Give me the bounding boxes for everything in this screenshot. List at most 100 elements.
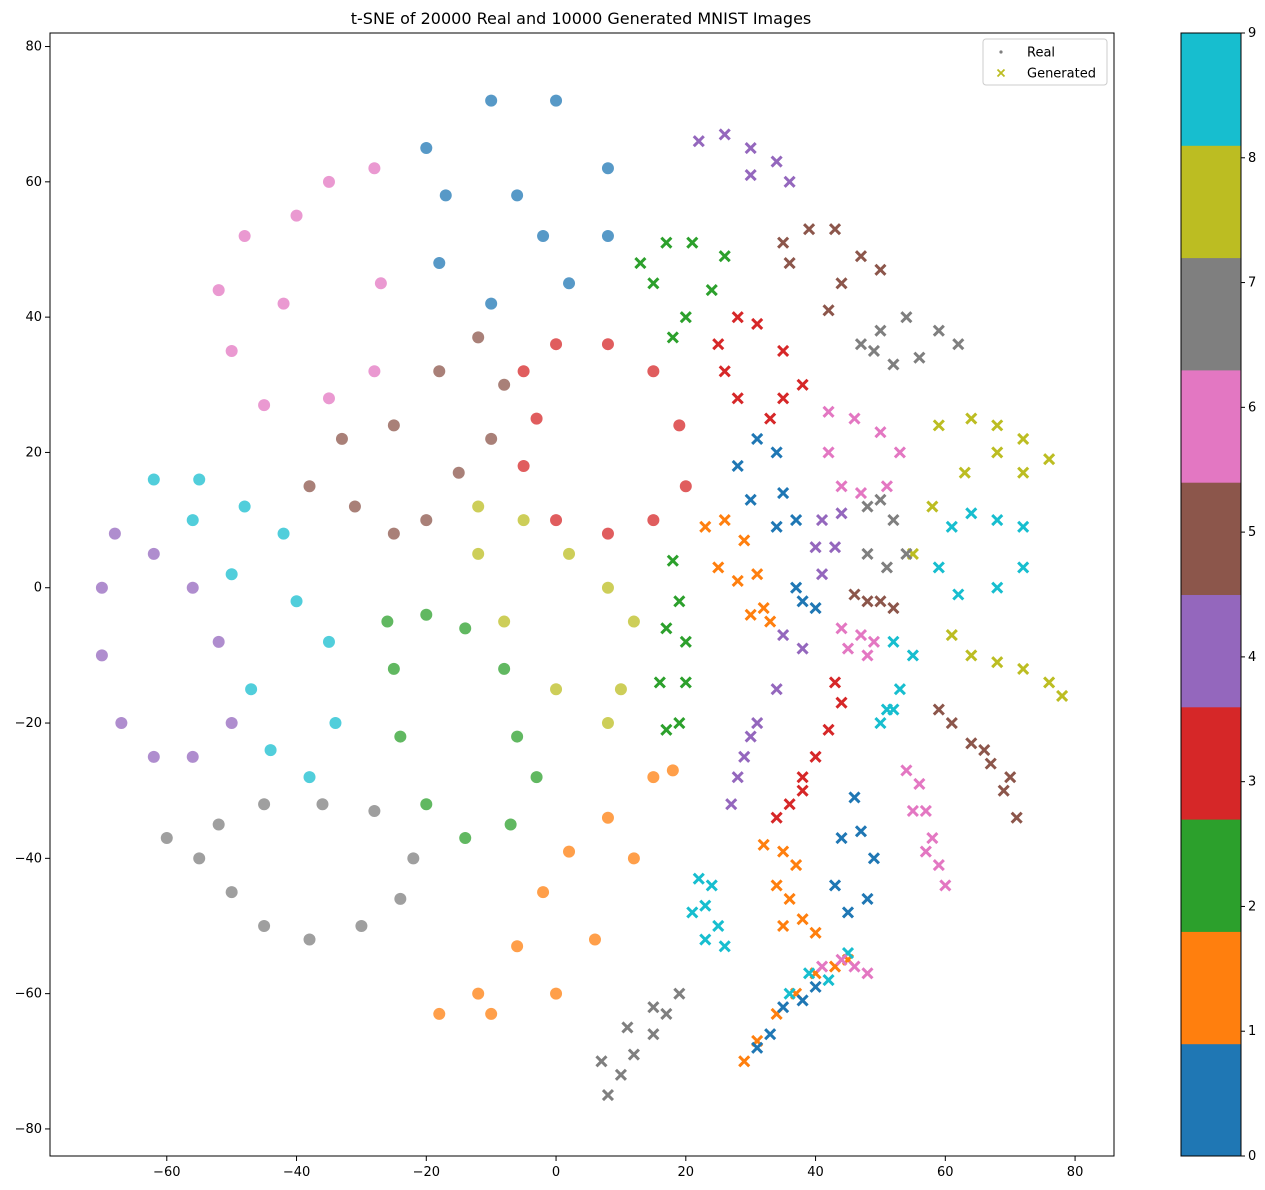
- generated-point: [796, 771, 809, 784]
- generated-point: [822, 405, 835, 418]
- real-point: [420, 608, 433, 621]
- generated-point: [939, 879, 952, 892]
- y-tick-label: 20: [25, 445, 42, 460]
- generated-point: [731, 459, 744, 473]
- generated-point: [783, 256, 796, 270]
- generated-point: [718, 250, 731, 263]
- generated-point: [926, 500, 939, 513]
- generated-point: [796, 913, 809, 926]
- generated-point: [867, 344, 881, 358]
- generated-point: [718, 365, 731, 378]
- real-point: [433, 257, 446, 270]
- generated-point: [887, 635, 900, 648]
- generated-point: [887, 601, 900, 615]
- real-point: [498, 378, 511, 391]
- real-point: [550, 94, 563, 107]
- real-point: [368, 162, 381, 175]
- real-point: [550, 338, 563, 351]
- generated-point: [660, 236, 673, 249]
- generated-point: [854, 486, 868, 500]
- generated-point: [880, 480, 893, 493]
- generated-point: [835, 953, 848, 966]
- generated-point: [874, 595, 887, 608]
- generated-point: [705, 879, 718, 892]
- y-tick-label: −60: [15, 987, 42, 1002]
- real-point: [212, 818, 225, 831]
- series-real: [95, 94, 692, 1020]
- real-point: [387, 527, 400, 540]
- generated-point: [744, 730, 757, 743]
- real-point: [238, 500, 251, 513]
- generated-point: [848, 588, 861, 601]
- generated-point: [1056, 689, 1069, 703]
- generated-point: [757, 601, 770, 615]
- generated-point: [991, 514, 1004, 527]
- generated-point: [874, 324, 887, 337]
- generated-point: [854, 629, 868, 642]
- generated-point: [770, 446, 783, 459]
- real-point: [95, 581, 108, 594]
- colorbar-tick-label: 1: [1248, 1024, 1256, 1039]
- generated-point: [692, 135, 705, 148]
- real-point: [368, 365, 381, 378]
- generated-point: [796, 595, 809, 608]
- real-point: [264, 744, 277, 757]
- x-tick-label: 0: [552, 1165, 560, 1180]
- generated-point: [731, 392, 744, 405]
- real-point: [563, 277, 576, 290]
- real-point: [394, 730, 407, 743]
- real-point: [498, 615, 511, 628]
- legend-marker-generated: [996, 68, 1006, 78]
- generated-point: [965, 649, 978, 662]
- generated-point: [673, 987, 686, 1000]
- colorbar-tick-label: 3: [1248, 775, 1256, 790]
- generated-point: [712, 561, 725, 574]
- generated-point: [1017, 520, 1030, 533]
- x-tick-label: 80: [1067, 1165, 1084, 1180]
- generated-point: [751, 568, 764, 581]
- generated-point: [712, 338, 725, 351]
- real-point: [245, 683, 258, 696]
- real-point: [420, 798, 433, 811]
- generated-point: [874, 493, 887, 506]
- generated-point: [770, 811, 783, 824]
- generated-point: [783, 798, 796, 811]
- legend-label: Real: [1027, 46, 1055, 61]
- colorbar-segment: [1181, 1043, 1241, 1157]
- generated-point: [660, 723, 673, 736]
- real-point: [258, 399, 271, 412]
- chart-title: t-SNE of 20000 Real and 10000 Generated …: [351, 9, 812, 28]
- real-point: [277, 527, 290, 540]
- generated-point: [815, 514, 829, 527]
- generated-point: [906, 804, 919, 818]
- generated-point: [744, 493, 757, 506]
- generated-point: [932, 703, 945, 716]
- real-point: [381, 615, 394, 628]
- generated-point: [751, 432, 764, 445]
- generated-point: [815, 960, 829, 973]
- real-point: [368, 804, 381, 817]
- real-point: [303, 771, 316, 784]
- generated-point: [809, 980, 822, 993]
- real-point: [472, 547, 485, 560]
- real-point: [290, 595, 303, 608]
- generated-point: [673, 716, 686, 730]
- axis-ticks: −60 −40 −20 0 20 40 60 80 −80 −60 −40 −20 0 20 40 60 80: [15, 40, 1084, 1180]
- legend-marker-real: [999, 50, 1003, 54]
- generated-point: [861, 649, 874, 662]
- generated-point: [751, 317, 764, 330]
- generated-point: [932, 324, 945, 337]
- generated-point: [835, 480, 848, 493]
- generated-point: [1017, 466, 1030, 479]
- colorbar-segment: [1181, 369, 1241, 483]
- generated-point: [848, 412, 861, 425]
- colorbar-tick-label: 2: [1248, 899, 1256, 914]
- scatter-points: [95, 94, 1069, 1102]
- real-point: [472, 331, 485, 344]
- generated-point: [679, 311, 692, 324]
- generated-point: [932, 419, 945, 432]
- generated-point: [854, 250, 868, 263]
- generated-point: [932, 561, 945, 574]
- generated-point: [725, 798, 738, 811]
- generated-point: [828, 879, 842, 892]
